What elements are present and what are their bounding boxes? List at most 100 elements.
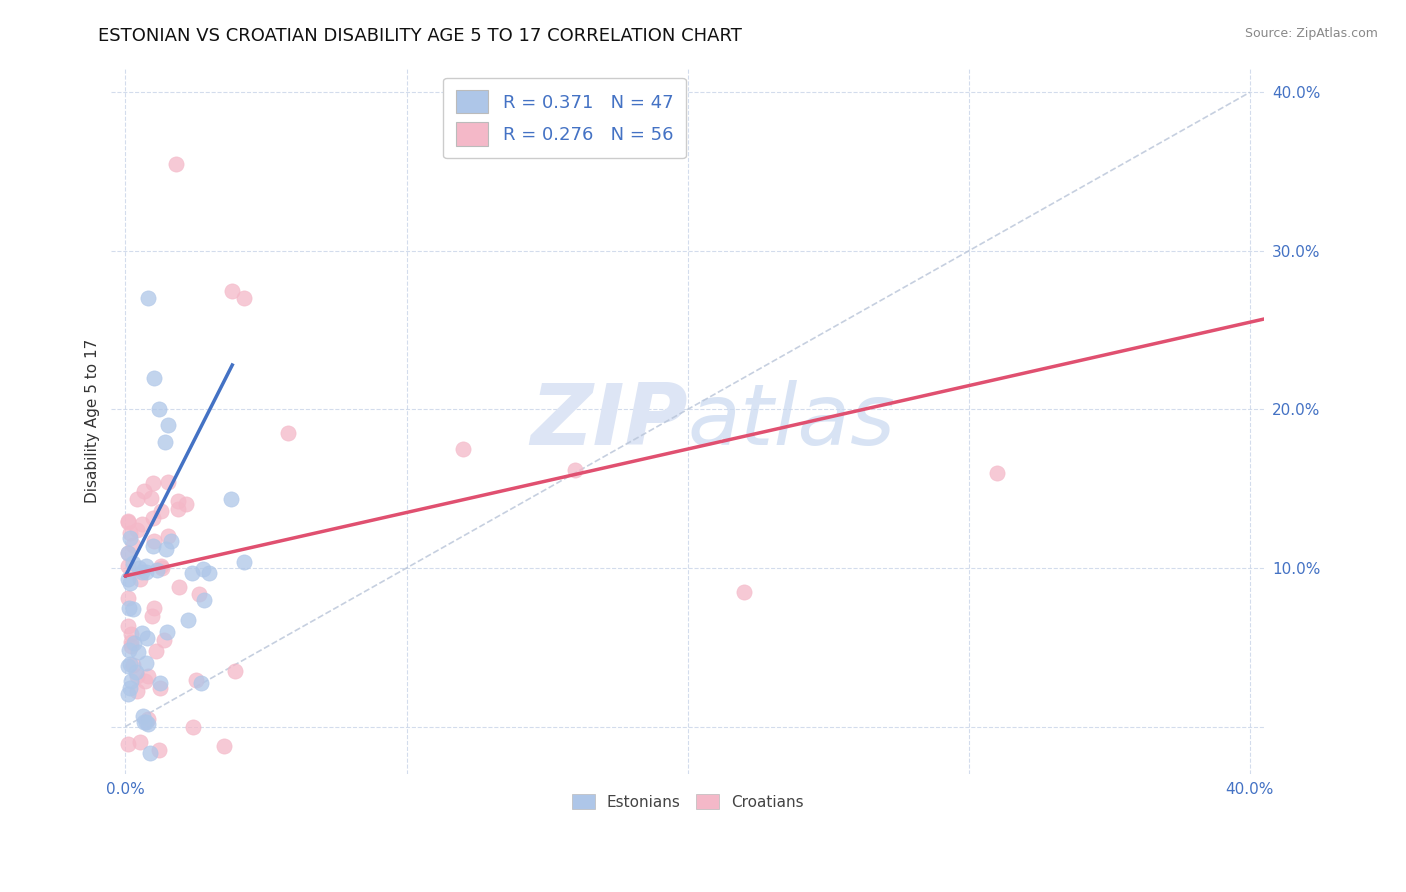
Point	[177, 613, 200, 627]
Point	[127, 645, 149, 659]
Point	[120, 635, 142, 649]
Point	[135, 657, 157, 671]
Point	[145, 644, 167, 658]
Point	[127, 523, 149, 537]
Point	[135, 558, 157, 573]
Text: Source: ZipAtlas.com: Source: ZipAtlas.com	[1244, 27, 1378, 40]
Point	[131, 517, 153, 532]
Point	[212, 739, 235, 753]
Point	[159, 534, 181, 549]
Point	[135, 565, 157, 579]
Point	[149, 681, 172, 696]
Point	[122, 557, 145, 571]
Point	[165, 156, 187, 170]
Point	[118, 681, 141, 695]
Point	[122, 538, 145, 552]
Point	[146, 563, 169, 577]
Point	[122, 636, 145, 650]
Point	[127, 669, 149, 683]
Point	[181, 720, 204, 734]
Point	[451, 442, 474, 456]
Point	[120, 673, 142, 688]
Point	[174, 497, 197, 511]
Point	[132, 714, 155, 729]
Point	[127, 684, 149, 698]
Point	[121, 658, 143, 673]
Point	[117, 619, 139, 633]
Point	[169, 580, 191, 594]
Point	[136, 716, 159, 731]
Point	[118, 657, 141, 671]
Point	[221, 284, 243, 298]
Point	[149, 676, 172, 690]
Point	[136, 292, 159, 306]
Point	[156, 625, 179, 640]
Point	[141, 475, 163, 490]
Point	[118, 601, 141, 615]
Point	[135, 632, 157, 646]
Point	[117, 559, 139, 574]
Point	[117, 514, 139, 528]
Point	[120, 532, 142, 546]
Point	[117, 687, 139, 701]
Point	[155, 541, 177, 556]
Point	[233, 555, 256, 569]
Y-axis label: Disability Age 5 to 17: Disability Age 5 to 17	[86, 339, 100, 503]
Point	[128, 735, 150, 749]
Point	[733, 584, 755, 599]
Point	[188, 587, 211, 601]
Point	[166, 501, 188, 516]
Point	[139, 746, 162, 760]
Text: ESTONIAN VS CROATIAN DISABILITY AGE 5 TO 17 CORRELATION CHART: ESTONIAN VS CROATIAN DISABILITY AGE 5 TO…	[98, 27, 742, 45]
Legend: Estonians, Croatians: Estonians, Croatians	[565, 788, 810, 816]
Point	[118, 526, 141, 541]
Point	[150, 504, 173, 518]
Point	[157, 475, 180, 489]
Point	[156, 418, 179, 433]
Point	[117, 546, 139, 560]
Point	[142, 534, 165, 549]
Point	[117, 545, 139, 559]
Point	[142, 539, 165, 553]
Text: ZIP: ZIP	[530, 380, 688, 463]
Point	[150, 558, 173, 573]
Point	[117, 591, 139, 605]
Point	[118, 643, 141, 657]
Point	[148, 743, 170, 757]
Point	[117, 516, 139, 530]
Point	[150, 560, 173, 574]
Point	[181, 566, 204, 580]
Point	[167, 494, 190, 508]
Point	[153, 435, 176, 450]
Point	[132, 484, 155, 499]
Point	[128, 560, 150, 574]
Point	[186, 673, 208, 688]
Point	[136, 712, 159, 726]
Point	[191, 561, 214, 575]
Point	[120, 639, 142, 653]
Point	[122, 601, 145, 615]
Point	[193, 593, 215, 607]
Point	[117, 658, 139, 673]
Point	[139, 491, 162, 505]
Point	[118, 575, 141, 590]
Point	[152, 633, 174, 648]
Point	[190, 676, 212, 690]
Point	[198, 566, 221, 581]
Point	[136, 669, 159, 683]
Point	[125, 665, 148, 680]
Point	[277, 426, 299, 441]
Point	[142, 370, 165, 384]
Point	[224, 665, 246, 679]
Point	[120, 627, 142, 641]
Point	[131, 626, 153, 640]
Point	[148, 402, 170, 417]
Point	[129, 572, 152, 586]
Point	[125, 491, 148, 506]
Point	[986, 466, 1008, 480]
Text: atlas: atlas	[688, 380, 896, 463]
Point	[157, 529, 180, 543]
Point	[232, 292, 254, 306]
Point	[219, 491, 242, 506]
Point	[564, 463, 586, 477]
